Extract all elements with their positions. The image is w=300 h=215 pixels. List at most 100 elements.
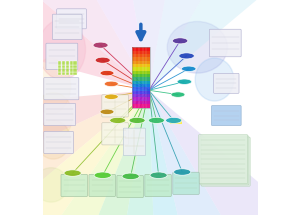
Bar <box>70 68 73 72</box>
Ellipse shape <box>166 117 182 123</box>
Bar <box>66 72 69 75</box>
Ellipse shape <box>95 57 110 63</box>
Bar <box>132 81 150 84</box>
Ellipse shape <box>171 92 185 97</box>
Ellipse shape <box>104 94 118 99</box>
FancyBboxPatch shape <box>123 128 146 156</box>
Ellipse shape <box>100 71 114 76</box>
Bar <box>132 47 150 51</box>
Wedge shape <box>149 0 300 90</box>
Bar <box>70 65 73 68</box>
Ellipse shape <box>34 168 68 202</box>
Bar <box>170 119 182 124</box>
FancyBboxPatch shape <box>214 73 239 93</box>
Wedge shape <box>149 90 202 215</box>
Ellipse shape <box>172 38 188 44</box>
Bar <box>62 72 65 75</box>
FancyBboxPatch shape <box>57 9 86 29</box>
FancyBboxPatch shape <box>199 135 248 184</box>
Ellipse shape <box>195 58 234 101</box>
Bar <box>132 84 150 88</box>
Ellipse shape <box>179 53 194 59</box>
Ellipse shape <box>129 117 145 123</box>
FancyBboxPatch shape <box>145 174 171 197</box>
FancyBboxPatch shape <box>44 103 76 126</box>
Bar <box>132 94 150 97</box>
Bar <box>70 61 73 64</box>
FancyBboxPatch shape <box>102 123 128 145</box>
FancyBboxPatch shape <box>61 174 87 197</box>
Bar <box>132 47 150 108</box>
Wedge shape <box>13 90 149 215</box>
Ellipse shape <box>36 120 70 159</box>
Bar <box>132 88 150 91</box>
Wedge shape <box>31 0 149 90</box>
Wedge shape <box>0 90 149 215</box>
Ellipse shape <box>94 172 111 178</box>
Wedge shape <box>108 0 190 90</box>
FancyBboxPatch shape <box>44 78 79 100</box>
Bar <box>66 65 69 68</box>
Bar <box>62 68 65 72</box>
Bar <box>74 61 77 64</box>
Bar <box>132 61 150 64</box>
FancyBboxPatch shape <box>102 95 128 117</box>
Bar <box>74 72 77 75</box>
Bar <box>58 72 61 75</box>
Bar <box>62 61 65 64</box>
Bar <box>132 54 150 57</box>
Bar <box>74 65 77 68</box>
FancyBboxPatch shape <box>44 131 74 154</box>
Ellipse shape <box>110 117 126 123</box>
Ellipse shape <box>150 172 167 178</box>
FancyBboxPatch shape <box>212 106 241 126</box>
FancyBboxPatch shape <box>201 137 250 186</box>
Ellipse shape <box>174 169 191 175</box>
Bar <box>132 67 150 71</box>
Wedge shape <box>149 0 267 90</box>
Wedge shape <box>0 0 149 90</box>
Bar <box>132 104 150 108</box>
Bar <box>58 68 61 72</box>
Ellipse shape <box>182 66 196 71</box>
Bar <box>132 71 150 74</box>
Bar <box>58 61 61 64</box>
FancyBboxPatch shape <box>46 43 78 70</box>
Ellipse shape <box>122 173 139 180</box>
Bar <box>132 64 150 67</box>
FancyBboxPatch shape <box>200 136 249 185</box>
FancyBboxPatch shape <box>89 174 116 197</box>
Wedge shape <box>60 90 149 215</box>
Bar <box>74 68 77 72</box>
Bar <box>132 91 150 94</box>
Bar <box>132 77 150 81</box>
Bar <box>66 61 69 64</box>
FancyBboxPatch shape <box>52 14 82 40</box>
Bar <box>132 74 150 77</box>
Ellipse shape <box>167 22 227 73</box>
Wedge shape <box>149 90 300 215</box>
Bar <box>132 97 150 101</box>
Ellipse shape <box>148 117 164 123</box>
FancyBboxPatch shape <box>173 172 199 194</box>
Ellipse shape <box>100 109 114 114</box>
Bar <box>132 51 150 54</box>
Bar <box>58 65 61 68</box>
Ellipse shape <box>93 42 108 48</box>
Bar <box>70 72 73 75</box>
Ellipse shape <box>34 92 73 140</box>
Ellipse shape <box>64 170 81 176</box>
Wedge shape <box>0 90 149 215</box>
Ellipse shape <box>38 19 86 80</box>
Ellipse shape <box>177 79 192 84</box>
Ellipse shape <box>32 58 70 114</box>
Wedge shape <box>0 90 149 190</box>
Wedge shape <box>0 0 149 90</box>
Bar <box>132 57 150 61</box>
FancyBboxPatch shape <box>209 29 241 57</box>
Bar <box>62 65 65 68</box>
Bar <box>132 101 150 104</box>
FancyBboxPatch shape <box>117 175 143 198</box>
Ellipse shape <box>104 81 118 86</box>
Bar <box>66 68 69 72</box>
